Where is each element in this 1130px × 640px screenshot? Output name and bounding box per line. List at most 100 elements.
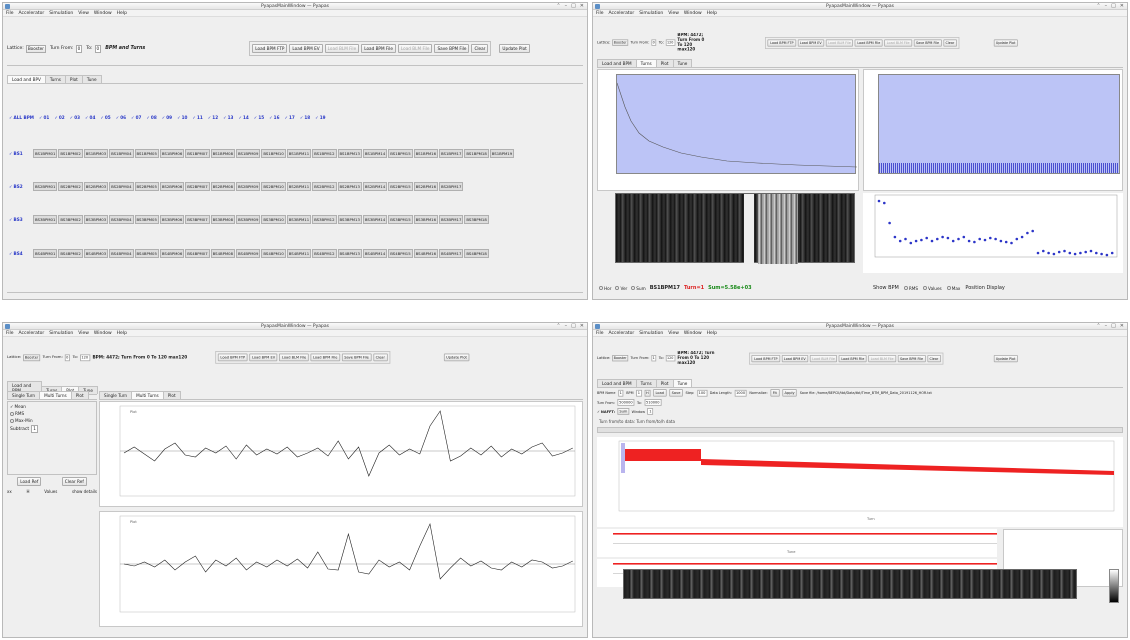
menu-accelerator[interactable]: Accelerator	[608, 10, 635, 16]
bpm-toggle-button[interactable]: BS1BPM02	[58, 149, 83, 158]
menu-view[interactable]: View	[78, 10, 89, 16]
bpm-toggle-button[interactable]: BS4BPM17	[439, 249, 464, 258]
minimize-button-icon[interactable]: –	[564, 323, 568, 329]
bpm-toggle-button[interactable]: BS4BPM10	[261, 249, 286, 258]
menu-simulation[interactable]: Simulation	[639, 10, 664, 16]
menu-help[interactable]: Help	[116, 330, 127, 336]
col-check-02[interactable]: ✓ 02	[54, 115, 65, 120]
col-check-15[interactable]: ✓ 15	[253, 115, 265, 120]
bpm-toggle-button[interactable]: BS3BPM01	[33, 215, 58, 224]
bpm-toggle-button[interactable]: BS4BPM12	[312, 249, 337, 258]
bpm-toggle-button[interactable]: BS3BPM07	[185, 215, 210, 224]
right-tab-single-turn[interactable]: Single Turn	[99, 391, 133, 399]
menu-file[interactable]: File	[596, 330, 604, 336]
load-bpm-ftp-button[interactable]: Load BPM FTP	[252, 44, 288, 53]
minimize-icon[interactable]: ⌃	[1096, 323, 1101, 329]
lattice-select[interactable]: Booster	[612, 39, 629, 46]
menu-view[interactable]: View	[78, 330, 89, 336]
menu-file[interactable]: File	[6, 10, 14, 16]
minimize-icon[interactable]: ⌃	[556, 323, 561, 329]
bpm-toggle-button[interactable]: BS3BPM05	[134, 215, 159, 224]
menu-help[interactable]: Help	[706, 10, 717, 16]
plot-top-right[interactable]	[863, 69, 1123, 191]
bpm-toggle-button[interactable]: BS2BPM10	[261, 182, 286, 191]
minimize-button-icon[interactable]: –	[564, 3, 568, 9]
save-button[interactable]: Save	[669, 389, 683, 397]
maximize-icon[interactable]: □	[571, 3, 576, 9]
bpm-toggle-button[interactable]: BS3BPM13	[337, 215, 362, 224]
bpm-toggle-button[interactable]: BS2BPM04	[109, 182, 134, 191]
nafft-select[interactable]: Sum	[617, 408, 630, 415]
fit-button[interactable]: Fit	[770, 389, 780, 397]
bpm-name-spinbox[interactable]: 1	[617, 389, 624, 397]
title-bar[interactable]: PyapasMainWindow — Pyapas ⌃ – □ ✕	[3, 3, 587, 10]
turn-plot[interactable]: Turn	[597, 437, 1123, 527]
load-bpm-ev-button[interactable]: Load BPM EV	[249, 353, 278, 362]
load-ref-button[interactable]: Load Ref	[17, 477, 42, 486]
load-blm-file-button[interactable]: Load BLM File	[809, 354, 838, 362]
bpm-toggle-button[interactable]: BS3BPM04	[109, 215, 134, 224]
bpm-toggle-button[interactable]: BS1BPM06	[159, 149, 185, 158]
to-spinbox[interactable]: 0	[94, 44, 102, 53]
tab-load-and-bpm[interactable]: Load and BPM	[597, 379, 637, 387]
clear-button[interactable]: Clear	[943, 39, 957, 47]
plot-scatter[interactable]	[863, 193, 1123, 273]
plot-heatmap[interactable]	[597, 193, 859, 273]
update-plot-button[interactable]: Update Plot	[993, 39, 1018, 47]
menu-simulation[interactable]: Simulation	[639, 330, 664, 336]
save-bpm-file-button[interactable]: Save BPM File	[434, 44, 470, 53]
row-checkbox-bs1[interactable]: ✓ BS1	[9, 151, 23, 156]
turn-from2-spinbox[interactable]: 500000	[617, 399, 635, 406]
col-check-17[interactable]: ✓ 17	[284, 115, 295, 120]
bpm-toggle-button[interactable]: BS4BPM04	[109, 249, 134, 258]
turn-from-spinbox[interactable]: 1	[651, 355, 657, 362]
clear-button[interactable]: Clear	[927, 354, 941, 362]
bpm-toggle-button[interactable]: BS4BPM08	[210, 249, 235, 258]
load-bpm-ev-button[interactable]: Load BPM EV	[289, 44, 323, 53]
bpm-toggle-button[interactable]: BS2BPM01	[33, 182, 58, 191]
clear-button[interactable]: Clear	[471, 44, 489, 53]
bpm-toggle-button[interactable]: BS4BPM15	[388, 249, 413, 258]
right-tab-multi-turns[interactable]: Multi Turns	[131, 391, 164, 399]
tab-plot[interactable]: Plot	[655, 379, 674, 387]
to2-spinbox[interactable]: 510000	[644, 399, 662, 406]
tab-turns[interactable]: Turns	[635, 59, 657, 67]
window-spinbox[interactable]: 1	[647, 408, 654, 415]
menu-file[interactable]: File	[596, 10, 604, 16]
minimize-icon[interactable]: ⌃	[556, 3, 561, 9]
bpm-toggle-button[interactable]: BS1BPM01	[33, 149, 58, 158]
row-checkbox-bs3[interactable]: ✓ BS3	[9, 217, 23, 222]
bpm-toggle-button[interactable]: BS2BPM14	[362, 182, 388, 191]
load-bpm-ftp-button[interactable]: Load BPM FTP	[767, 39, 796, 47]
turn-from-spinbox[interactable]: 0	[75, 44, 83, 53]
tab-load-and-bpm[interactable]: Load and BPM	[7, 381, 43, 394]
bpm-toggle-button[interactable]: BS4BPM01	[33, 249, 58, 258]
bpm-toggle-button[interactable]: BS3BPM09	[236, 215, 261, 224]
turn-from-spinbox[interactable]: 0	[64, 353, 71, 361]
bpm-toggle-button[interactable]: BS3BPM15	[388, 215, 413, 224]
spectrogram[interactable]	[623, 569, 1077, 599]
bpm-toggle-button[interactable]: BS3BPM11	[286, 215, 312, 224]
bpm-toggle-button[interactable]: BS1BPM16	[413, 149, 438, 158]
load-blm-file-button[interactable]: Load BLM File	[825, 39, 854, 47]
load-blm-file-button-2[interactable]: Load BLM File	[884, 39, 912, 47]
bpm-toggle-button[interactable]: BS4BPM14	[362, 249, 388, 258]
tab-turns[interactable]: Turns	[635, 379, 657, 387]
menu-window[interactable]: Window	[93, 330, 112, 336]
bpm-toggle-button[interactable]: BS1BPM15	[388, 149, 413, 158]
load-blm-file-button-2[interactable]: Load BLM File	[868, 354, 896, 362]
maximize-icon[interactable]: □	[1111, 323, 1116, 329]
col-check-01[interactable]: ✓ 01	[38, 115, 50, 120]
lattice-select[interactable]: Booster	[612, 355, 629, 362]
tune-plot-1[interactable]: Tune	[597, 529, 997, 557]
menu-accelerator[interactable]: Accelerator	[18, 330, 45, 336]
bpm-toggle-button[interactable]: BS1BPM14	[362, 149, 388, 158]
close-icon[interactable]: ✕	[579, 3, 584, 9]
col-check-04[interactable]: ✓ 04	[85, 115, 96, 120]
bpm-toggle-button[interactable]: BS3BPM02	[58, 215, 83, 224]
load-bpm-file-button[interactable]: Load BPM File	[838, 354, 867, 362]
save-bpm-file-button[interactable]: Save BPM File	[341, 353, 372, 362]
to-spinbox[interactable]: 120	[665, 355, 676, 362]
bpm-toggle-button[interactable]: BS1BPM04	[109, 149, 134, 158]
col-check-12[interactable]: ✓ 12	[207, 115, 219, 120]
